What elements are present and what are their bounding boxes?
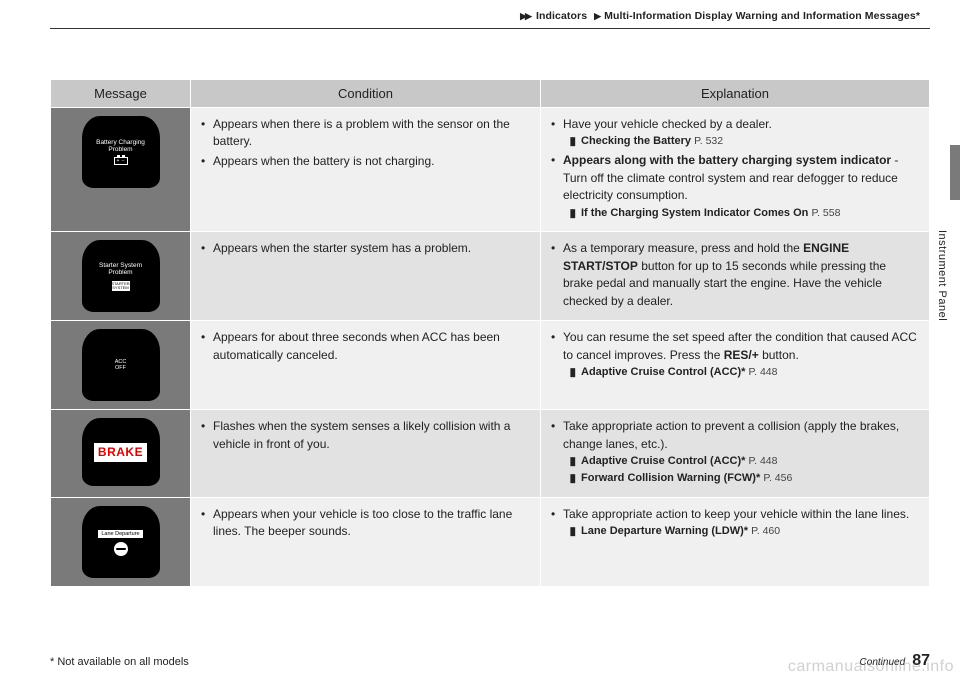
explanation-cell: Take appropriate action to keep your veh… [541,498,930,587]
condition-cell: Flashes when the system senses a likely … [191,410,541,498]
battery-charging-icon: Battery Charging Problem +− [82,116,160,188]
condition-item: Appears when the battery is not charging… [201,153,530,170]
explanation-item: As a temporary measure, press and hold t… [551,240,919,310]
message-icon-cell: Battery Charging Problem +− [51,108,191,232]
breadcrumb-part2: Multi-Information Display Warning and In… [604,10,916,22]
header-explanation: Explanation [541,80,930,108]
reference-link: If the Charging System Indicator Comes O… [563,206,919,222]
reference-link: Lane Departure Warning (LDW)* P. 460 [563,524,919,540]
header-condition: Condition [191,80,541,108]
breadcrumb: ▶▶ Indicators ▶ Multi-Information Displa… [50,10,930,22]
explanation-item: Take appropriate action to prevent a col… [551,418,919,487]
explanation-item: Have your vehicle checked by a dealer.Ch… [551,116,919,150]
lane-departure-icon: Lane Departure [82,506,160,578]
message-icon-cell: BRAKE [51,410,191,498]
side-gray-tab [950,145,960,200]
table-row: Battery Charging Problem +− Appears when… [51,108,930,232]
message-icon-cell: Starter System Problem STARTER SYSTEM [51,232,191,321]
message-icon-cell: ACCOFF [51,321,191,410]
side-tab-label: Instrument Panel [936,230,948,321]
table-header-row: Message Condition Explanation [51,80,930,108]
condition-cell: Appears when your vehicle is too close t… [191,498,541,587]
breadcrumb-arrows: ▶▶ [520,11,530,21]
explanation-cell: Take appropriate action to prevent a col… [541,410,930,498]
condition-item: Appears for about three seconds when ACC… [201,329,530,364]
explanation-cell: You can resume the set speed after the c… [541,321,930,410]
message-icon-cell: Lane Departure [51,498,191,587]
condition-cell: Appears for about three seconds when ACC… [191,321,541,410]
explanation-cell: As a temporary measure, press and hold t… [541,232,930,321]
reference-link: Forward Collision Warning (FCW)* P. 456 [563,471,919,487]
breadcrumb-star: * [916,10,920,22]
explanation-cell: Have your vehicle checked by a dealer.Ch… [541,108,930,232]
footnote: * Not available on all models [50,656,189,668]
table-row: BRAKE Flashes when the system senses a l… [51,410,930,498]
condition-item: Appears when there is a problem with the… [201,116,530,151]
table-row: Lane Departure Appears when your vehicle… [51,498,930,587]
brake-warning-icon: BRAKE [82,418,160,486]
condition-cell: Appears when the starter system has a pr… [191,232,541,321]
header-rule [50,28,930,29]
page-frame: ▶▶ Indicators ▶ Multi-Information Displa… [50,10,930,658]
breadcrumb-part1: Indicators [536,10,587,22]
explanation-item: Take appropriate action to keep your veh… [551,506,919,540]
reference-link: Adaptive Cruise Control (ACC)* P. 448 [563,365,919,381]
condition-cell: Appears when there is a problem with the… [191,108,541,232]
watermark: carmanualsonline.info [788,658,954,676]
condition-item: Appears when your vehicle is too close t… [201,506,530,541]
reference-link: Adaptive Cruise Control (ACC)* P. 448 [563,454,919,470]
explanation-item: Appears along with the battery charging … [551,152,919,221]
table-row: ACCOFF Appears for about three seconds w… [51,321,930,410]
condition-item: Appears when the starter system has a pr… [201,240,530,257]
table-row: Starter System Problem STARTER SYSTEM Ap… [51,232,930,321]
breadcrumb-arrow2: ▶ [594,11,599,21]
starter-system-icon: Starter System Problem STARTER SYSTEM [82,240,160,312]
acc-off-icon: ACCOFF [82,329,160,401]
explanation-item: You can resume the set speed after the c… [551,329,919,381]
reference-link: Checking the Battery P. 532 [563,134,919,150]
header-message: Message [51,80,191,108]
messages-table: Message Condition Explanation Battery Ch… [50,79,930,587]
condition-item: Flashes when the system senses a likely … [201,418,530,453]
